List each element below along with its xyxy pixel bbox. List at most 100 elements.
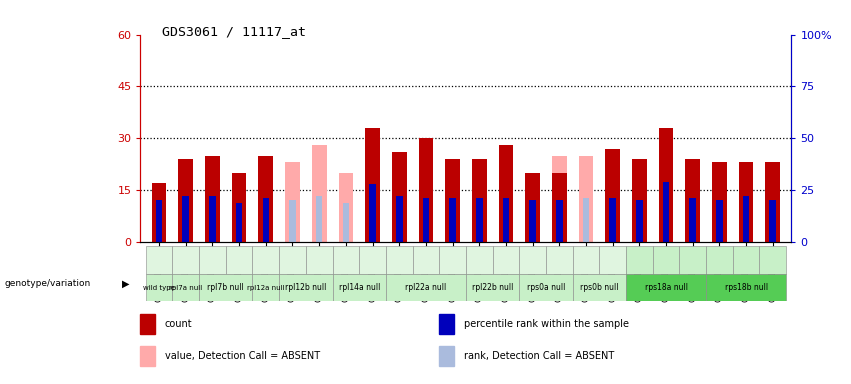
Bar — [712, 162, 727, 242]
Bar — [253, 246, 279, 273]
Bar — [519, 273, 573, 301]
Text: rps0a null: rps0a null — [527, 283, 565, 292]
Text: count: count — [165, 319, 192, 329]
Bar — [396, 196, 403, 242]
Bar — [685, 159, 700, 242]
Bar — [262, 199, 269, 242]
Bar — [146, 246, 173, 273]
Bar — [583, 199, 589, 242]
Text: rps18b null: rps18b null — [724, 283, 768, 292]
Bar — [391, 152, 407, 242]
Bar — [205, 156, 220, 242]
Bar — [386, 246, 413, 273]
Bar — [386, 273, 466, 301]
Bar — [259, 156, 273, 242]
Bar — [476, 199, 483, 242]
Bar — [445, 159, 460, 242]
Bar — [659, 128, 673, 242]
Text: rpl12a null: rpl12a null — [247, 285, 284, 291]
Bar — [573, 273, 626, 301]
Bar — [369, 184, 376, 242]
Bar — [289, 200, 296, 242]
Bar — [493, 246, 519, 273]
Text: rps0b null: rps0b null — [580, 283, 619, 292]
Bar — [636, 200, 643, 242]
Text: GDS3061 / 11117_at: GDS3061 / 11117_at — [162, 25, 306, 38]
Text: rpl22b null: rpl22b null — [472, 283, 513, 292]
Bar — [733, 246, 759, 273]
Bar — [605, 149, 620, 242]
Bar — [573, 246, 599, 273]
Bar — [626, 273, 706, 301]
Bar — [173, 246, 199, 273]
Bar — [226, 246, 253, 273]
Bar — [765, 183, 780, 242]
Bar — [626, 246, 653, 273]
Bar — [279, 246, 306, 273]
Bar — [449, 199, 456, 242]
Bar — [365, 128, 380, 242]
Bar — [140, 314, 155, 334]
Bar — [556, 199, 563, 242]
Bar — [769, 200, 776, 242]
Bar — [445, 166, 460, 242]
Bar — [449, 199, 456, 242]
Bar — [199, 273, 253, 301]
Bar — [689, 199, 696, 242]
Bar — [466, 246, 493, 273]
Bar — [236, 202, 243, 242]
Bar — [529, 200, 536, 242]
Bar — [663, 182, 670, 242]
Bar — [609, 199, 616, 242]
Bar — [743, 196, 750, 242]
Text: wild type: wild type — [143, 285, 175, 291]
Bar — [466, 273, 519, 301]
Bar — [552, 156, 567, 242]
Text: rpl7a null: rpl7a null — [169, 285, 203, 291]
Bar — [653, 246, 679, 273]
Bar — [439, 314, 454, 334]
Bar — [716, 200, 722, 242]
Bar — [759, 246, 786, 273]
Bar — [525, 173, 540, 242]
Bar — [333, 273, 386, 301]
Bar — [311, 145, 327, 242]
Text: rank, Detection Call = ABSENT: rank, Detection Call = ABSENT — [464, 351, 614, 361]
Bar — [182, 196, 189, 242]
Bar — [765, 162, 780, 242]
Bar — [146, 273, 173, 301]
Bar — [556, 200, 563, 242]
Text: percentile rank within the sample: percentile rank within the sample — [464, 319, 629, 329]
Bar — [285, 162, 300, 242]
Bar — [140, 346, 155, 366]
Text: rpl12b null: rpl12b null — [285, 283, 327, 292]
Bar — [599, 246, 626, 273]
Bar — [306, 246, 333, 273]
Bar — [706, 273, 786, 301]
Bar — [472, 159, 487, 242]
Text: ▶: ▶ — [122, 278, 129, 288]
Text: rpl22a null: rpl22a null — [405, 283, 447, 292]
Bar — [439, 246, 466, 273]
Bar — [423, 199, 429, 242]
Bar — [546, 246, 573, 273]
Text: value, Detection Call = ABSENT: value, Detection Call = ABSENT — [165, 351, 320, 361]
Bar — [253, 273, 279, 301]
Bar — [333, 246, 359, 273]
Bar — [679, 246, 706, 273]
Bar — [439, 346, 454, 366]
Bar — [419, 138, 433, 242]
Bar — [359, 246, 386, 273]
Bar — [179, 159, 193, 242]
Bar — [519, 246, 546, 273]
Text: genotype/variation: genotype/variation — [4, 279, 90, 288]
Bar — [552, 173, 567, 242]
Bar — [499, 145, 513, 242]
Bar — [413, 246, 439, 273]
Bar — [503, 199, 509, 242]
Bar — [209, 196, 216, 242]
Bar — [632, 159, 647, 242]
Bar — [199, 246, 226, 273]
Bar — [343, 202, 349, 242]
Bar — [769, 209, 776, 242]
